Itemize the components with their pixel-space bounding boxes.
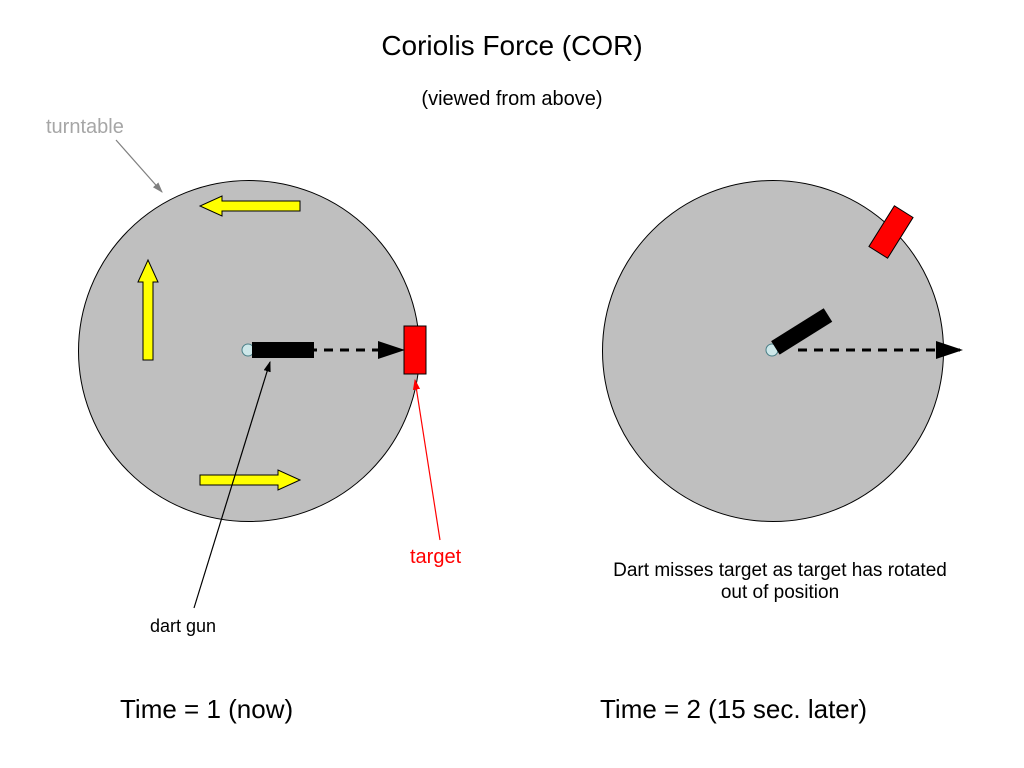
time-1-label: Time = 1 (now) <box>120 694 293 725</box>
rotation-arrow-icon <box>200 196 300 216</box>
label-dartgun: dart gun <box>150 616 216 637</box>
rotation-arrow-icon <box>200 470 300 490</box>
leader-target <box>415 380 440 540</box>
target-right <box>869 206 913 258</box>
dart-gun-left <box>252 342 314 358</box>
diagram-svg <box>0 0 1024 768</box>
label-turntable: turntable <box>46 116 124 139</box>
label-target: target <box>410 546 461 569</box>
rotation-arrow-icon <box>138 260 158 360</box>
leader-turntable <box>116 140 162 192</box>
time-2-label: Time = 2 (15 sec. later) <box>600 694 867 725</box>
dart-gun-right <box>771 308 832 354</box>
caption-right: Dart misses target as target has rotated… <box>610 560 950 604</box>
target-left <box>404 326 426 374</box>
